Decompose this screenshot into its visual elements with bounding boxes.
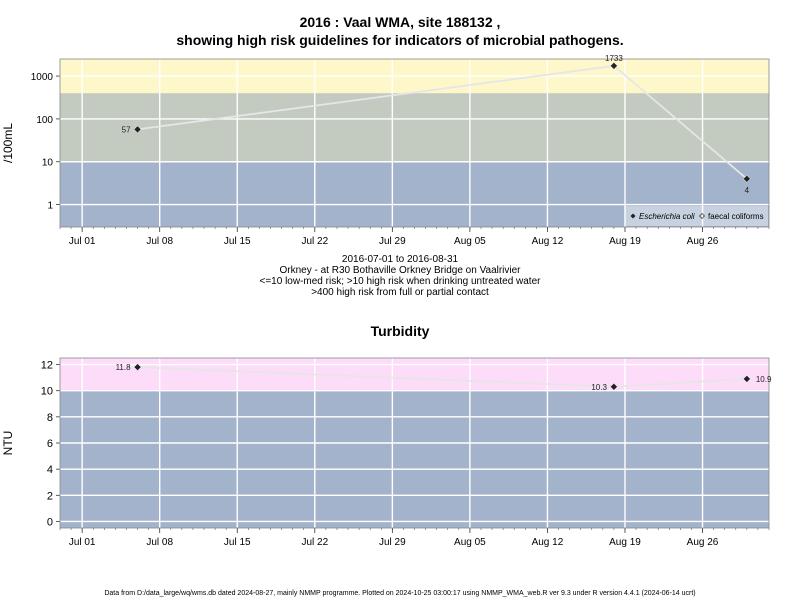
chart1-title-line2: showing high risk guidelines for indicat… [176,32,624,48]
legend-marker-ecoli [630,213,636,219]
x-tick-label: Jul 22 [301,236,328,247]
plot-frame [59,58,770,228]
data-point [610,382,618,391]
x-tick-label: Jul 15 [224,537,251,548]
x-tick-label: Aug 19 [609,537,641,548]
x-tick-label: Jul 15 [224,236,251,247]
data-point [742,174,751,183]
data-label: 1733 [605,54,623,63]
x-tick-label: Jul 08 [146,236,173,247]
x-tick-label: Aug 12 [532,236,564,247]
caption-line-2: Orkney - at R30 Bothaville Orkney Bridge… [279,265,521,276]
x-tick-label: Aug 19 [609,236,641,247]
y-tick-label: 1000 [31,72,54,83]
data-label: 10.3 [591,383,607,392]
x-tick-label: Jul 22 [301,537,328,548]
x-tick-label: Jul 01 [69,236,96,247]
y-axis-label: /100mL [1,123,15,163]
risk-band [60,161,769,227]
y-tick-label: 6 [47,438,53,450]
risk-band [60,93,769,162]
footer-note: Data from D:/data_large/wq/wms.db dated … [104,590,696,597]
pathogen-chart: Jul 01 Jul 08 Jul 15 Jul 22 Jul 29 Aug 05 Aug … [1,54,770,247]
y-tick-label: 8 [47,412,53,424]
data-point [610,61,618,70]
y-tick-label: 100 [36,115,53,126]
y-tick-label: 4 [47,464,53,476]
y-tick-label: 0 [47,516,53,528]
data-label: 4 [745,186,750,195]
data-label: 10.9 [756,375,772,384]
x-tick-label: Jul 08 [146,537,173,548]
caption-line-4: >400 high risk from full or partial cont… [311,287,489,298]
legend-label-ecoli: Escherichia coli [639,212,695,221]
x-tick-label: Jul 29 [379,537,406,548]
x-tick-label: Aug 12 [532,537,564,548]
y-tick-label: 10 [41,386,53,398]
data-label: 57 [122,125,131,134]
data-point [133,363,142,372]
turbidity-chart: Jul 01 Jul 08 Jul 15 Jul 22 Jul 29 Aug 05 Aug … [1,357,772,548]
x-tick-label: Jul 01 [69,537,96,548]
x-tick-label: Aug 26 [687,537,719,548]
chart2-title: Turbidity [370,323,430,339]
risk-band [60,358,769,391]
y-tick-label: 10 [42,158,54,169]
legend-box [625,206,768,226]
plot-frame [59,357,770,529]
data-point [133,125,142,134]
legend-marker-faecal [699,213,705,219]
data-label: 11.8 [116,363,132,372]
x-tick-label: Aug 05 [454,236,486,247]
legend-label-faecal: faecal coliforms [708,212,764,221]
caption-line-3: <=10 low-med risk; >10 high risk when dr… [259,276,541,287]
y-axis-label: NTU [1,431,15,456]
y-tick-label: 2 [47,490,53,502]
x-tick-label: Aug 05 [454,537,486,548]
y-tick-label: 1 [47,201,53,212]
x-tick-label: Aug 26 [687,236,719,247]
chart1-title-line1: 2016 : Vaal WMA, site 188132 , [299,14,501,30]
y-tick-label: 12 [41,360,53,372]
risk-band [60,390,769,528]
caption-line-1: 2016-07-01 to 2016-08-31 [341,254,459,265]
x-tick-label: Jul 29 [379,236,406,247]
data-point [742,375,751,383]
